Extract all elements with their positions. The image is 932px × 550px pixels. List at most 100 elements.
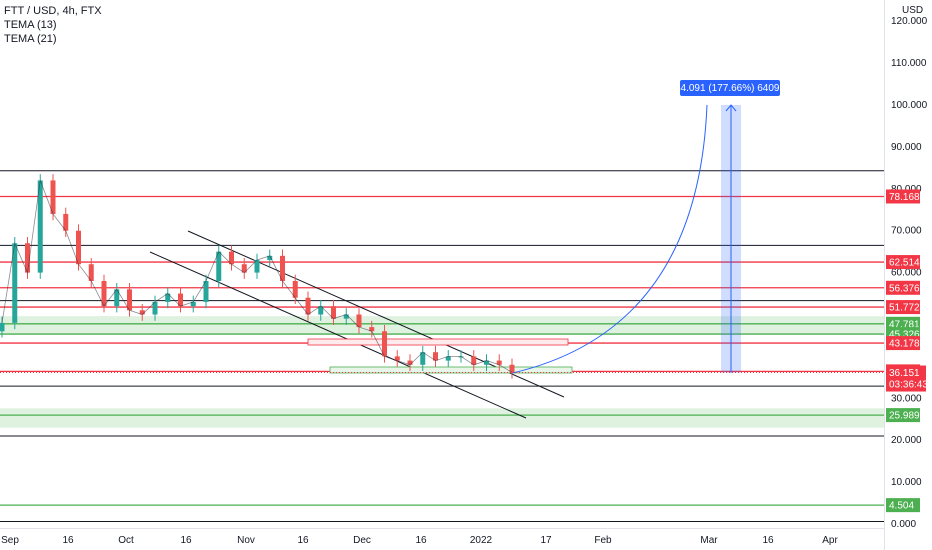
candle-body — [178, 293, 183, 307]
level-tag[interactable] — [886, 408, 920, 423]
x-tick-label: Dec — [353, 535, 371, 546]
channel-lower-line[interactable] — [149, 251, 527, 419]
level-tag[interactable] — [886, 336, 920, 351]
y-tick-label: 100.000 — [891, 100, 928, 111]
candle-body — [484, 360, 489, 365]
candle-body — [331, 306, 336, 319]
candle-body — [369, 327, 375, 332]
x-tick-label: Apr — [822, 535, 838, 546]
candle-body — [394, 356, 400, 361]
y-tick-label: 110.000 — [891, 58, 927, 69]
zone-1[interactable] — [0, 408, 884, 428]
y-tick-label: 30.000 — [891, 393, 922, 404]
candle-body — [114, 289, 120, 307]
indicator-tema-13[interactable]: TEMA (13) — [4, 19, 57, 31]
countdown-label: 03:36:43 — [889, 380, 928, 391]
x-tick-label: 16 — [62, 535, 74, 546]
candle-body — [216, 251, 222, 281]
level-tag-label: 51.772 — [889, 303, 920, 314]
y-tick-label: 120.000 — [891, 16, 928, 27]
level-tag-label: 47.781 — [889, 319, 920, 330]
projection-layer: 64.091 (177.66%) 64091 — [511, 80, 786, 374]
candle-body — [292, 280, 298, 298]
x-axis: Sep 16 Oct 16 Nov 16 Dec 16 2022 17 Feb Mar 16 Apr — [0, 528, 884, 546]
x-tick-label: Oct — [118, 535, 134, 546]
candle-body — [241, 264, 247, 273]
level-tag[interactable] — [886, 189, 920, 204]
zones-layer — [0, 316, 884, 428]
y-tick-label: 10.000 — [891, 477, 922, 488]
indicator-tema-21[interactable]: TEMA (21) — [4, 33, 57, 45]
chart-legend: FTT / USD, 4h, FTX TEMA (13) TEMA (21) — [4, 4, 102, 46]
projection-label-box — [680, 80, 780, 96]
level-tag-label: 62.514 — [889, 258, 920, 269]
candle-body — [165, 293, 171, 302]
price-path — [1, 180, 513, 373]
last-price-tag[interactable] — [886, 365, 926, 392]
candle-body — [0, 322, 5, 332]
candle-body — [127, 289, 132, 311]
y-tick-label: 20.000 — [891, 435, 922, 446]
candle-body — [445, 356, 451, 361]
projection-arrow-head — [725, 104, 737, 112]
level-tag-label: 56.376 — [889, 283, 920, 294]
candle-body — [267, 255, 273, 261]
currency-label[interactable]: USD — [902, 5, 923, 16]
candle-body — [25, 243, 30, 273]
candle-body — [254, 260, 260, 273]
candle-body — [318, 306, 324, 315]
level-tag-label: 78.168 — [889, 192, 920, 203]
x-tick-label: Nov — [237, 535, 255, 546]
levels-layer — [0, 170, 884, 522]
x-tick-label: 16 — [762, 535, 774, 546]
level-tag[interactable] — [886, 300, 920, 315]
symbol-title[interactable]: FTT / USD, 4h, FTX — [4, 5, 102, 17]
candle-body — [343, 314, 349, 319]
y-tick-label: 80.000 — [891, 184, 922, 195]
x-tick-label: Mar — [700, 535, 718, 546]
projection-label: 64.091 (177.66%) 64091 — [675, 83, 786, 94]
candle-body — [433, 352, 438, 361]
x-tick-label: 16 — [180, 535, 192, 546]
candle-body — [471, 356, 477, 365]
level-tag-label: 4.504 — [889, 501, 914, 512]
price-tags-layer: 78.168 62.514 56.376 51.772 47.78145.32643.1… — [0, 189, 928, 513]
candle-body — [76, 230, 81, 265]
candle-body — [356, 314, 362, 328]
candle-body — [63, 213, 69, 231]
zone-0[interactable] — [0, 316, 884, 335]
x-tick-label: Feb — [594, 535, 612, 546]
level-tag[interactable] — [886, 498, 920, 513]
candle-body — [420, 352, 426, 365]
candle-body — [88, 264, 94, 281]
resistance-box[interactable] — [307, 338, 569, 346]
candle-body — [458, 356, 464, 358]
y-axis: 120.000 110.000 100.000 90.000 80.000 70.000 6… — [884, 0, 928, 550]
candle-body — [190, 301, 196, 307]
level-tag-label: 25.989 — [889, 411, 920, 422]
x-tick-label: 17 — [540, 535, 552, 546]
x-tick-label: 16 — [415, 535, 427, 546]
level-tag[interactable] — [886, 280, 920, 295]
projection-curve[interactable] — [511, 104, 708, 374]
last-price-label: 36.151 — [889, 368, 920, 379]
y-tick-label: 90.000 — [891, 142, 922, 153]
candle-body — [37, 180, 43, 273]
x-tick-label: 2022 — [470, 535, 493, 546]
candle-body — [139, 310, 145, 315]
candle-body — [50, 180, 56, 214]
level-tag[interactable] — [886, 255, 920, 270]
candle-body — [509, 364, 515, 373]
y-tick-label: 60.000 — [891, 268, 922, 279]
candle-body — [203, 280, 209, 302]
candle-body — [280, 255, 285, 281]
level-tag-label: 43.178 — [889, 339, 920, 350]
candle-body — [407, 360, 413, 365]
candle-body — [496, 360, 502, 365]
candle-body — [382, 331, 387, 357]
candle-body — [229, 251, 234, 265]
x-tick-label: 16 — [297, 535, 309, 546]
candles-layer — [0, 174, 515, 379]
candle-body — [12, 243, 18, 323]
